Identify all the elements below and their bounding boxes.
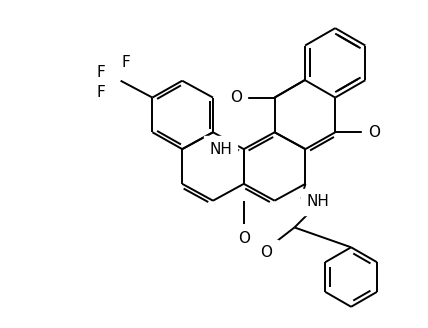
Text: O: O: [261, 245, 273, 260]
Text: O: O: [238, 232, 250, 246]
Text: NH: NH: [306, 194, 329, 209]
Text: F: F: [96, 85, 105, 100]
Text: F: F: [121, 55, 130, 71]
Text: NH: NH: [209, 142, 232, 157]
Text: F: F: [96, 65, 105, 80]
Text: O: O: [368, 125, 380, 140]
Text: O: O: [230, 90, 242, 105]
